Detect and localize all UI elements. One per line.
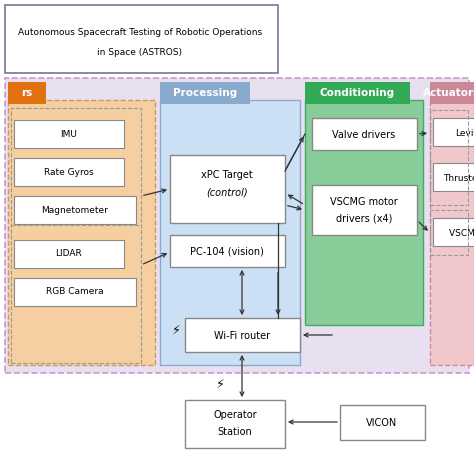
Text: Station: Station xyxy=(218,427,252,437)
Bar xyxy=(170,235,285,267)
Text: LIDAR: LIDAR xyxy=(55,249,82,258)
Bar xyxy=(430,82,474,104)
Text: IMU: IMU xyxy=(61,129,77,138)
Bar xyxy=(305,100,423,325)
Bar xyxy=(5,78,469,373)
Bar xyxy=(433,118,474,146)
Bar xyxy=(430,210,468,255)
Text: VSCMG motor: VSCMG motor xyxy=(330,197,398,207)
Text: Operator: Operator xyxy=(213,410,257,420)
Bar xyxy=(433,163,474,191)
Text: Processing: Processing xyxy=(173,88,237,98)
Bar xyxy=(340,405,425,440)
Bar xyxy=(430,100,474,365)
Bar xyxy=(14,120,124,148)
Bar xyxy=(185,318,300,352)
Text: Valve drivers: Valve drivers xyxy=(332,130,396,140)
Text: Magnetometer: Magnetometer xyxy=(42,206,109,215)
Bar xyxy=(312,185,417,235)
Bar xyxy=(14,196,136,224)
Bar xyxy=(14,240,124,268)
Text: (control): (control) xyxy=(206,187,248,197)
Text: drivers (x4): drivers (x4) xyxy=(336,213,392,223)
Text: ⚡: ⚡ xyxy=(172,323,181,337)
Bar xyxy=(8,82,46,104)
Text: Actuators: Actuators xyxy=(423,88,474,98)
Text: Levitation: Levitation xyxy=(456,128,474,137)
Text: VSCMGs (x4): VSCMGs (x4) xyxy=(449,228,474,237)
Text: VICON: VICON xyxy=(366,418,398,428)
Text: PC-104 (vision): PC-104 (vision) xyxy=(190,247,264,257)
Bar xyxy=(160,82,250,104)
Bar xyxy=(430,110,468,205)
Bar xyxy=(305,82,410,104)
Text: Autonomous Spacecraft Testing of Robotic Operations: Autonomous Spacecraft Testing of Robotic… xyxy=(18,27,262,36)
Text: Conditioning: Conditioning xyxy=(319,88,394,98)
Text: rs: rs xyxy=(21,88,33,98)
Text: ⚡: ⚡ xyxy=(216,377,224,391)
Bar xyxy=(170,155,285,223)
Bar xyxy=(5,5,278,73)
Bar xyxy=(14,278,136,306)
Text: Thrusters (x12): Thrusters (x12) xyxy=(443,173,474,182)
Text: RGB Camera: RGB Camera xyxy=(46,288,104,297)
Bar xyxy=(14,158,124,186)
Bar xyxy=(185,400,285,448)
Bar xyxy=(160,100,300,365)
Bar xyxy=(8,100,155,365)
Text: Rate Gyros: Rate Gyros xyxy=(44,167,94,176)
Text: in Space (ASTROS): in Space (ASTROS) xyxy=(98,47,182,56)
Bar xyxy=(312,118,417,150)
Bar xyxy=(11,108,141,363)
Bar xyxy=(433,218,474,246)
Text: xPC Target: xPC Target xyxy=(201,170,253,180)
Text: Wi-Fi router: Wi-Fi router xyxy=(214,331,270,341)
